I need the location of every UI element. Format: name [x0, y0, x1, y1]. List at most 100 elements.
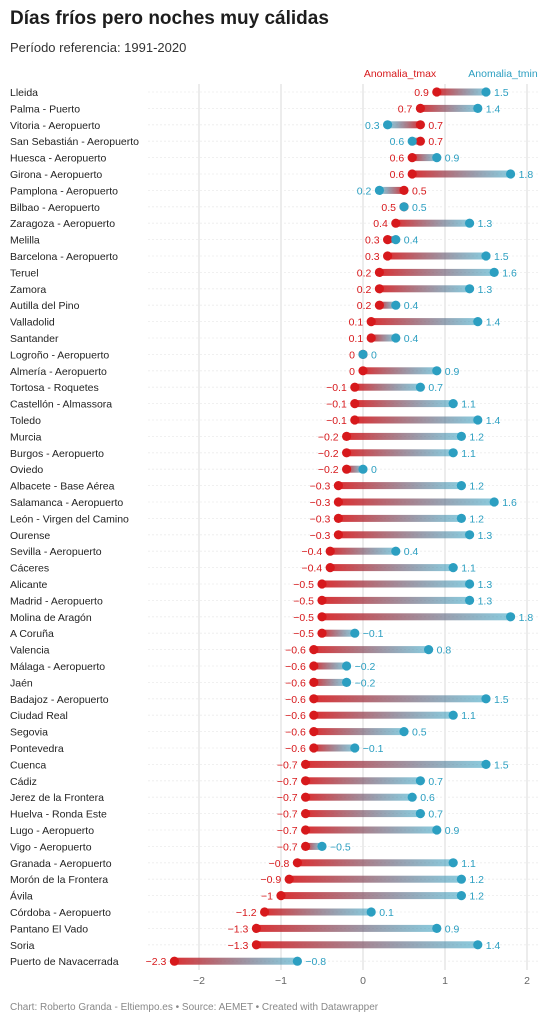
tmin-value-label: 1.6 [502, 267, 517, 279]
tmax-value-label: 0.2 [357, 267, 372, 279]
city-label: San Sebastián - Aeropuerto [10, 136, 139, 148]
table-row: Zamora 0.2 1.3 [10, 284, 492, 296]
tmax-value-label: 0.2 [357, 284, 372, 296]
tmin-value-label: −0.2 [355, 677, 376, 689]
city-label: Toledo [10, 415, 41, 427]
tmin-value-label: 1.2 [469, 891, 484, 903]
table-row: Molina de Aragón −0.5 1.8 [10, 612, 533, 624]
range-bar [379, 285, 470, 293]
tmax-value-label: 0.4 [373, 218, 388, 230]
tmax-value-label: −0.7 [277, 825, 298, 837]
range-bar [387, 252, 486, 260]
table-row: Salamanca - Aeropuerto −0.3 1.6 [10, 497, 517, 509]
tmin-dot [358, 464, 368, 474]
tmin-dot [481, 759, 491, 770]
tmin-dot [399, 202, 409, 212]
table-row: Almería - Aeropuerto 0 0.9 [10, 366, 460, 378]
range-bar [346, 465, 363, 473]
tmin-dot [473, 317, 483, 327]
tmin-value-label: 1.1 [461, 858, 476, 870]
tmax-dot [317, 612, 327, 622]
city-label: Tortosa - Roquetes [10, 382, 99, 394]
table-row: Barcelona - Aeropuerto 0.3 1.5 [10, 251, 509, 263]
tmin-dot [456, 513, 466, 524]
tmin-dot [448, 563, 458, 573]
x-tick-label: 1 [442, 975, 448, 987]
city-label: Jerez de la Frontera [10, 792, 104, 804]
tmax-value-label: 0.2 [357, 300, 372, 312]
table-row: Córdoba - Aeropuerto −1.2 0.1 [10, 907, 394, 919]
city-label: Madrid - Aeropuerto [10, 595, 103, 607]
range-bar [412, 154, 437, 162]
tmax-value-label: 0.7 [398, 103, 413, 115]
range-bar [363, 367, 437, 375]
table-row: Teruel 0.2 1.6 [10, 267, 517, 279]
table-row: Morón de la Frontera −0.9 1.2 [10, 874, 484, 886]
city-label: Granada - Aeropuerto [10, 858, 112, 870]
table-row: Lleida 0.9 1.5 [10, 87, 509, 99]
city-label: Ávila [10, 890, 33, 903]
tmax-dot [407, 153, 417, 163]
range-bar [338, 531, 470, 539]
tmin-value-label: 1.3 [478, 595, 493, 607]
tmax-dot [301, 841, 311, 852]
tmax-value-label: 0.6 [390, 169, 405, 181]
tmax-value-label: −2.3 [146, 956, 167, 968]
tmin-value-label: 0.6 [390, 136, 405, 148]
range-bar [305, 777, 421, 785]
table-row: Toledo −0.1 1.4 [10, 415, 501, 427]
tmax-value-label: −0.2 [318, 431, 339, 443]
tmax-value-label: −0.3 [310, 513, 331, 525]
tmin-dot [292, 956, 302, 966]
x-tick-label: 0 [360, 975, 366, 987]
table-row: Cuenca −0.7 1.5 [10, 759, 509, 771]
tmax-dot [358, 366, 368, 376]
table-row: Girona - Aeropuerto 0.6 1.8 [10, 169, 533, 181]
table-row: Soria −1.3 1.4 [10, 940, 501, 952]
range-bar [313, 646, 429, 654]
city-label: Cáceres [10, 563, 49, 575]
city-label: Valladolid [10, 317, 55, 329]
range-bar [305, 842, 322, 850]
range-bar [379, 301, 396, 309]
tmin-value-label: 0.7 [428, 382, 443, 394]
tmin-dot [506, 612, 516, 622]
range-bar [281, 892, 462, 900]
range-bar [387, 121, 421, 129]
range-bar [313, 662, 347, 670]
tmax-dot [342, 448, 352, 458]
tmax-dot [415, 120, 425, 130]
city-label: A Coruña [10, 628, 54, 640]
x-tick-label: −2 [193, 975, 205, 987]
tmin-value-label: 1.6 [502, 497, 517, 509]
tmax-value-label: −0.7 [277, 809, 298, 821]
city-label: Bilbao - Aeropuerto [10, 202, 100, 214]
tmax-dot [383, 235, 393, 245]
city-label: Badajoz - Aeropuerto [10, 694, 109, 706]
tmin-value-label: −0.8 [305, 956, 326, 968]
dot-range-chart: Anomalia_tmax Anomalia_tmin Lleida 0.9 1.5… [10, 68, 540, 987]
tmin-value-label: 1.3 [478, 579, 493, 591]
tmin-dot [465, 218, 475, 228]
tmax-value-label: −0.7 [277, 792, 298, 804]
table-row: León - Virgen del Camino −0.3 1.2 [10, 513, 484, 525]
table-row: Albacete - Base Aérea −0.3 1.2 [10, 481, 484, 493]
city-label: Teruel [10, 267, 39, 279]
city-label: Molina de Aragón [10, 612, 92, 624]
table-row: Ávila −1 1.2 [10, 890, 484, 903]
tmax-value-label: 0.3 [365, 251, 380, 263]
tmin-dot [342, 677, 352, 688]
range-bar [322, 580, 470, 588]
tmin-value-label: 0.9 [445, 366, 460, 378]
tmax-value-label: 0.3 [365, 235, 380, 247]
tmin-value-label: 1.1 [461, 448, 476, 460]
city-label: Girona - Aeropuerto [10, 169, 102, 181]
tmin-value-label: 0.5 [412, 727, 427, 739]
tmax-dot [292, 858, 302, 868]
range-bar [330, 564, 454, 572]
tmax-value-label: −0.5 [293, 579, 314, 591]
tmin-value-label: 1.2 [469, 481, 484, 493]
range-bar [371, 318, 478, 326]
table-row: Cáceres −0.4 1.1 [10, 563, 476, 575]
table-row: Ciudad Real −0.6 1.1 [10, 710, 476, 722]
